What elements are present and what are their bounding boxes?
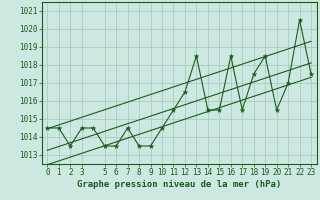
X-axis label: Graphe pression niveau de la mer (hPa): Graphe pression niveau de la mer (hPa) [77,180,281,189]
